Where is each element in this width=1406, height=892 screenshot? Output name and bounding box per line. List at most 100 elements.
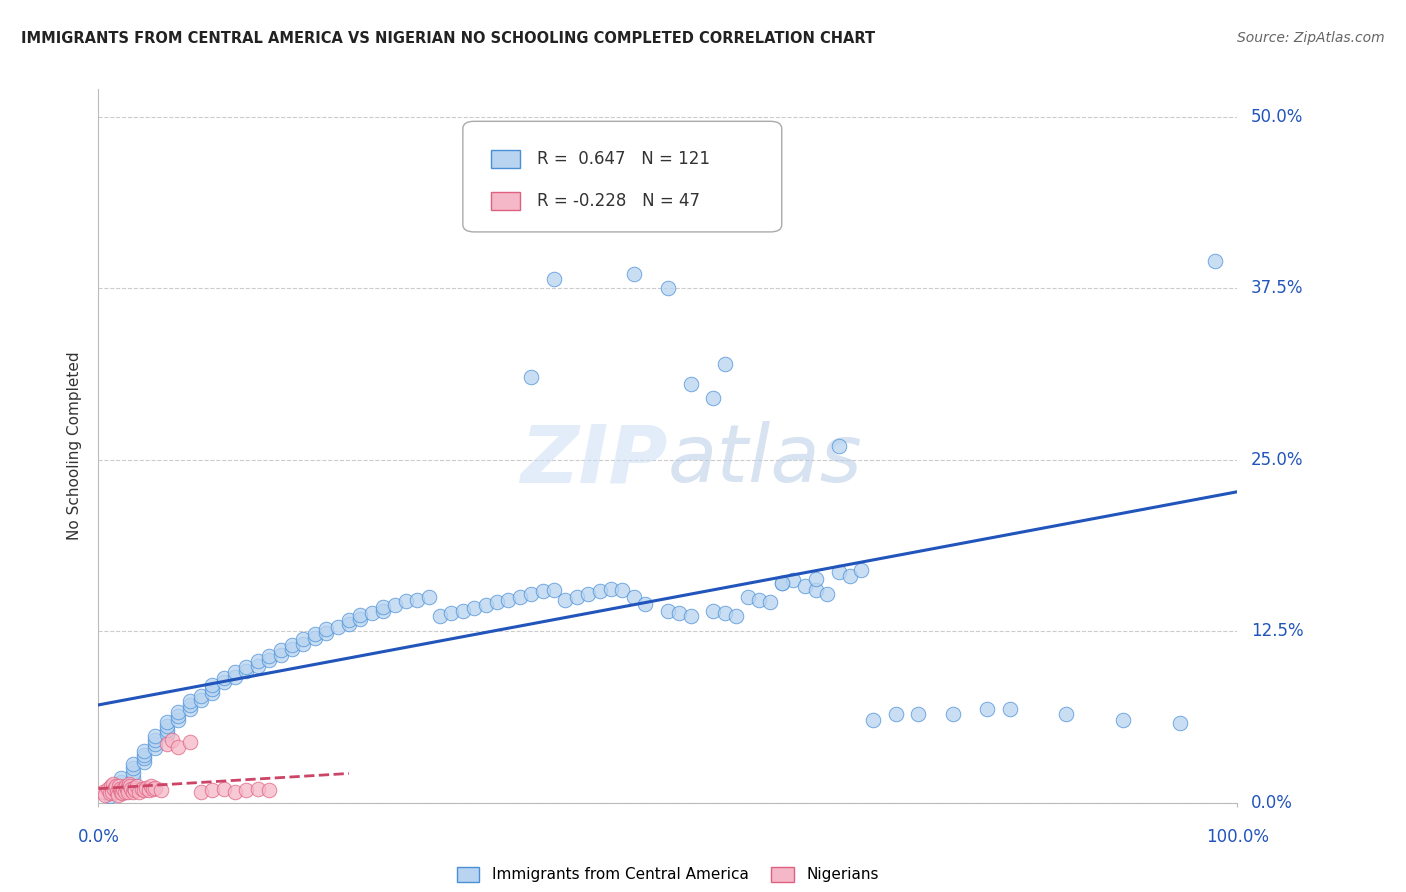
Point [131,782,153,797]
Point [179,702,201,716]
Point [132,747,155,762]
Point [101,785,124,799]
Point [942,706,965,721]
Point [315,625,337,640]
Point [714,607,737,621]
Point [326,620,349,634]
Point [384,598,406,612]
FancyBboxPatch shape [491,151,520,169]
Text: 50.0%: 50.0% [1251,108,1303,126]
Point [474,598,496,612]
Point [828,566,851,580]
Point [292,632,315,647]
Point [91,785,114,799]
Point [120,780,142,794]
Point [224,665,246,680]
Point [770,576,793,591]
Text: 100.0%: 100.0% [1206,828,1268,846]
Point [112,782,135,797]
Point [509,590,531,604]
Point [907,706,929,721]
Point [395,594,418,608]
Point [110,771,132,785]
FancyBboxPatch shape [491,192,520,210]
Point [451,604,474,618]
Point [145,740,167,755]
Point [156,714,179,729]
Point [315,622,337,636]
Point [281,638,304,652]
Point [98,786,121,800]
Point [111,786,134,800]
Point [463,601,485,615]
Point [235,783,257,797]
Point [520,587,543,601]
Point [998,702,1021,716]
Point [543,583,565,598]
Point [292,637,315,651]
Point [145,732,167,747]
Point [167,714,190,728]
Point [132,755,155,769]
Point [179,694,201,708]
Point [179,698,201,713]
Point [110,782,132,797]
Point [371,604,394,618]
Point [246,655,269,669]
Point [657,604,679,618]
Point [246,658,269,673]
Point [862,714,884,728]
Point [406,592,429,607]
Point [142,782,165,797]
Point [212,782,235,797]
Point [190,689,212,703]
Point [770,576,793,591]
Point [212,675,235,690]
Point [201,686,224,700]
Point [156,719,179,733]
Point [105,785,128,799]
Text: 0.0%: 0.0% [1251,794,1294,812]
Point [108,780,131,794]
Point [679,609,702,624]
Point [121,785,143,799]
Text: atlas: atlas [668,421,863,500]
Point [114,785,136,799]
Point [156,727,179,741]
Point [531,584,554,599]
Point [576,587,599,601]
Point [737,590,759,604]
Text: 12.5%: 12.5% [1251,623,1303,640]
Point [114,780,136,794]
Point [121,765,143,780]
Text: Source: ZipAtlas.com: Source: ZipAtlas.com [1237,31,1385,45]
Point [668,607,690,621]
Point [167,705,190,719]
Point [156,723,179,737]
Point [600,582,623,596]
Point [98,785,121,799]
Point [96,782,118,797]
Point [201,678,224,692]
FancyBboxPatch shape [463,121,782,232]
Point [132,783,155,797]
Point [224,785,246,799]
Point [543,271,565,285]
Text: R =  0.647   N = 121: R = 0.647 N = 121 [537,150,710,169]
Point [702,391,724,405]
Point [657,281,679,295]
Point [976,702,998,716]
Point [349,607,371,622]
Point [201,681,224,696]
Point [884,706,907,721]
Point [804,583,827,598]
Point [337,613,360,627]
Point [440,607,463,621]
Point [520,370,543,384]
Point [110,780,132,794]
Point [145,737,167,751]
Point [634,597,657,611]
Point [100,780,122,794]
Point [121,771,143,785]
Text: 37.5%: 37.5% [1251,279,1303,297]
